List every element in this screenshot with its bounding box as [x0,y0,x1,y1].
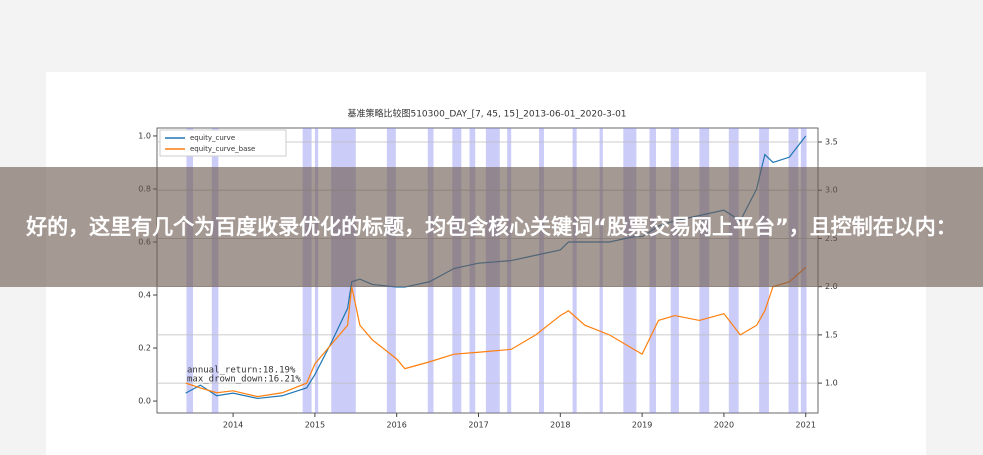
y2-tick-label: 1.0 [825,379,838,388]
overlay-text: 好的，这里有几个为百度收录优化的标题，均包含核心关键词“股票交易网上平台”，且控… [26,215,957,239]
y-tick-label: 0.2 [138,344,151,353]
y2-tick-label: 3.5 [825,137,838,146]
annotation: max_drown_down:16.21% [187,375,301,385]
y-tick-label: 0.0 [138,397,151,406]
x-tick-label: 2015 [305,421,325,430]
y-tick-label: 0.4 [138,291,151,300]
series-line [185,266,807,398]
x-tick-label: 2014 [223,421,243,430]
legend-label: equity_curve [190,134,235,142]
x-tick-label: 2019 [632,421,652,430]
legend-label: equity_curve_base [190,145,255,153]
x-tick-label: 2016 [387,421,407,430]
legend-box [159,129,287,157]
x-tick-label: 2020 [714,421,734,430]
x-tick-label: 2018 [550,421,570,430]
x-tick-label: 2021 [796,421,816,430]
x-tick-label: 2017 [468,421,488,430]
y2-tick-label: 1.5 [825,330,838,339]
annotation: annual_return:18.19% [187,366,296,376]
overlay-banner: 好的，这里有几个为百度收录优化的标题，均包含核心关键词“股票交易网上平台”，且控… [0,167,983,287]
y-tick-label: 1.0 [138,131,151,140]
chart-title: 基准策略比较图510300_DAY_[7, 45, 15]_2013-06-01… [347,108,626,120]
